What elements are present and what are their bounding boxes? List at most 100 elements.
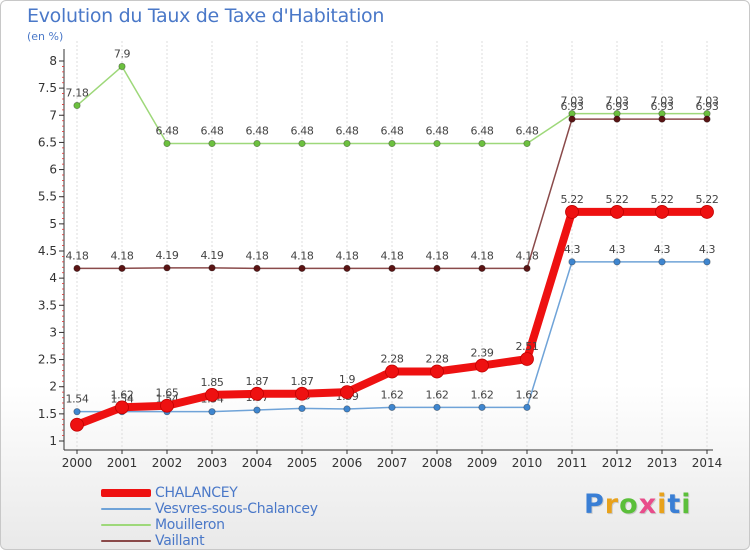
data-point [115, 400, 129, 415]
y-tick-label: 8 [49, 54, 57, 68]
data-point [163, 264, 171, 272]
legend-item-chalancey: CHALANCEY [101, 485, 318, 501]
y-tick-label: 2.5 [38, 353, 57, 367]
y-ticks: 1 1.5 2 2.5 3 3.5 4 4.5 5 5.5 6 6.5 7 7.5 8 [38, 54, 64, 448]
logo-letter: P [584, 489, 605, 520]
data-point [163, 139, 171, 148]
data-point [295, 386, 309, 401]
data-point [388, 264, 396, 272]
data-label: 1.54 [111, 393, 134, 406]
data-point [298, 404, 306, 413]
x-tick-label: 2000 [62, 456, 93, 470]
data-label: 5.22 [606, 193, 629, 206]
y-tick-label: 3.5 [38, 298, 57, 312]
data-label: 4.18 [291, 249, 314, 262]
logo-letter: t [667, 489, 682, 520]
unit-label: (en %) [27, 30, 64, 43]
data-label: 7.18 [66, 87, 89, 100]
data-point [655, 205, 669, 219]
data-label: 6.48 [201, 125, 224, 138]
data-label: 4.3 [699, 243, 716, 256]
data-point [568, 115, 576, 123]
data-point [70, 417, 84, 432]
data-label: 6.48 [291, 125, 314, 138]
x-tick-label: 2008 [422, 456, 453, 470]
data-label: 6.48 [471, 125, 494, 138]
legend-label: Vesvres-sous-Chalancey [155, 501, 318, 517]
chart-title: Evolution du Taux de Taxe d'Habitation [27, 5, 385, 27]
data-point [118, 62, 126, 71]
data-label: 1.9 [339, 373, 356, 386]
legend-swatch [101, 524, 151, 526]
grid [76, 41, 708, 450]
data-label: 4.3 [654, 243, 671, 256]
data-point [73, 101, 81, 110]
data-label: 5.22 [561, 193, 584, 206]
data-point [613, 115, 621, 123]
data-point [658, 115, 666, 123]
x-tick-label: 2007 [377, 456, 408, 470]
data-point [613, 258, 621, 266]
x-tick-label: 2012 [602, 456, 633, 470]
data-point [118, 264, 126, 272]
data-point [160, 398, 174, 413]
legend-item-mouilleron: Mouilleron [101, 517, 318, 533]
data-label: 1.62 [516, 388, 539, 401]
chart-legend: CHALANCEY Vesvres-sous-Chalancey Mouillero… [101, 485, 318, 549]
y-tick-label: 1 [49, 434, 57, 448]
y-tick-label: 4.5 [38, 244, 57, 258]
data-label: 1.85 [201, 376, 224, 389]
data-label: 6.93 [651, 100, 674, 113]
data-label: 7.03 [651, 95, 674, 108]
proxiti-logo: Proxiti [584, 489, 692, 520]
data-point [208, 264, 216, 272]
data-label: 6.48 [336, 125, 359, 138]
data-label: 6.93 [606, 100, 629, 113]
data-label: 1.87 [246, 375, 269, 388]
data-point [343, 264, 351, 272]
data-point [433, 139, 441, 148]
x-tick-label: 2010 [512, 456, 543, 470]
y-tick-label: 5 [49, 217, 57, 231]
data-label: 6.48 [381, 125, 404, 138]
data-point [610, 205, 624, 219]
legend-label: CHALANCEY [155, 485, 238, 501]
series-vaillant: 4.18 4.18 4.19 4.19 4.18 4.18 4.18 4.18 4.18 4.18… [66, 100, 719, 272]
data-point [703, 115, 711, 123]
legend-label: Mouilleron [155, 517, 225, 533]
y-tick-label: 1.5 [38, 407, 57, 421]
data-point [73, 408, 81, 416]
data-point [703, 258, 711, 266]
data-label: 4.18 [111, 249, 134, 262]
data-point [523, 403, 531, 411]
legend-swatch [101, 540, 151, 542]
series-mouilleron: 7.18 7.9 6.48 6.48 6.48 6.48 6.48 6.48 6.48 6.48 6… [66, 47, 719, 148]
x-tick-label: 2006 [332, 456, 363, 470]
x-tick-label: 2009 [467, 456, 498, 470]
y-tick-label: 3 [49, 325, 57, 339]
logo-letter: x [638, 489, 658, 520]
data-label: 4.18 [516, 249, 539, 262]
x-ticks: 2000 2001 2002 2003 2004 2005 2006 2007 2008 2009… [62, 450, 722, 470]
data-label: 2.39 [471, 347, 494, 360]
data-label: 6.48 [426, 125, 449, 138]
data-point [568, 258, 576, 266]
data-point [250, 386, 264, 401]
data-point [253, 139, 261, 148]
data-point [298, 264, 306, 272]
data-point [208, 408, 216, 416]
legend-swatch [101, 489, 151, 497]
data-point [205, 387, 219, 402]
data-label: 4.3 [609, 243, 626, 256]
legend-item-vesvres-sous-chalancey: Vesvres-sous-Chalancey [101, 501, 318, 517]
data-label: 4.19 [156, 249, 179, 262]
data-label: 5.22 [696, 193, 719, 206]
data-point [433, 264, 441, 272]
legend-swatch [101, 508, 151, 510]
data-label: 4.18 [66, 249, 89, 262]
x-tick-label: 2004 [242, 456, 273, 470]
data-label: 2.51 [516, 340, 539, 353]
data-point [478, 403, 486, 411]
data-point [658, 258, 666, 266]
logo-letter: i [657, 489, 668, 520]
